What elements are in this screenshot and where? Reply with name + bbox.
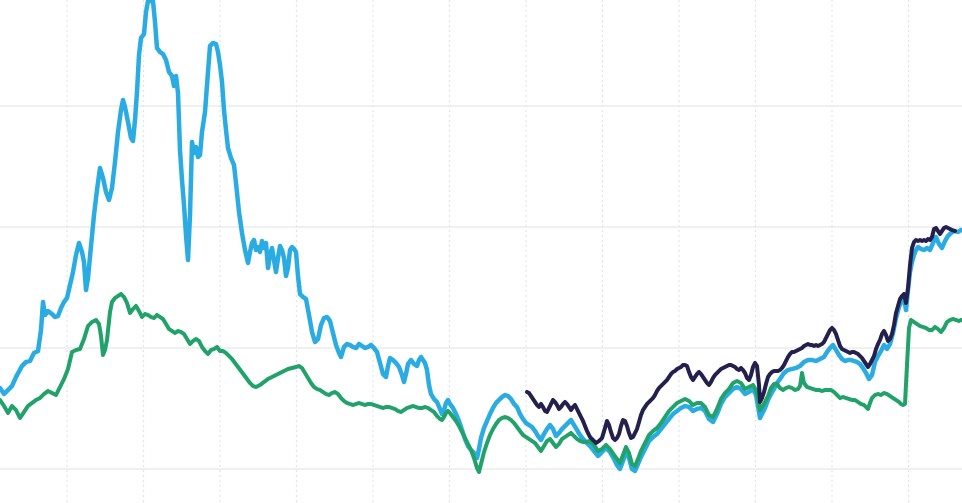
chart-lines	[0, 0, 962, 474]
green-line	[0, 292, 962, 474]
dark-purple-line	[525, 225, 957, 445]
light-blue-line	[0, 0, 962, 474]
